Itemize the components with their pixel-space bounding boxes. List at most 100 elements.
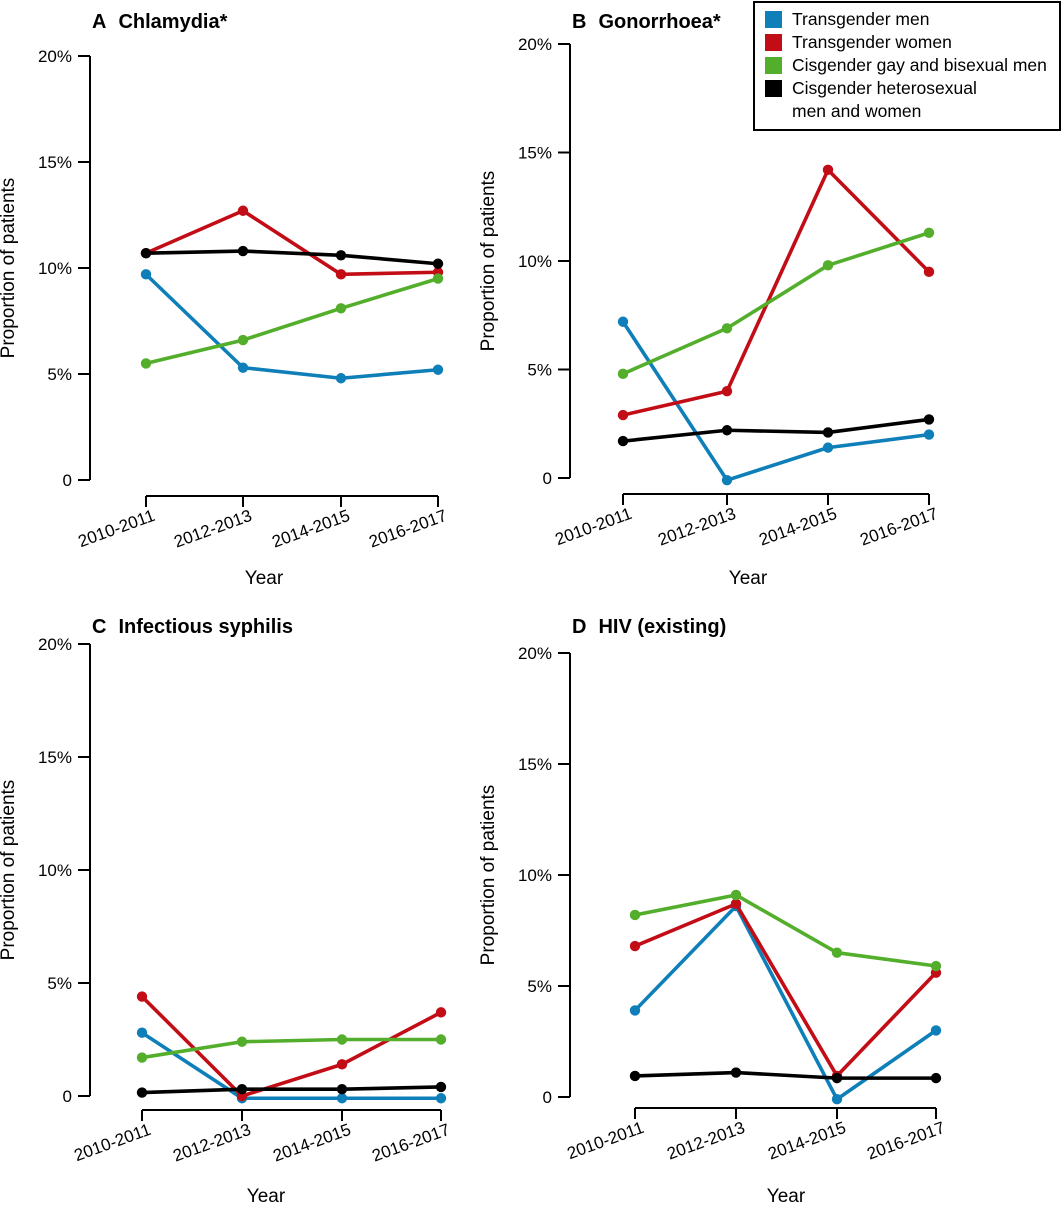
panel-d-x-tick-label: 2014-2015	[765, 1118, 848, 1164]
panel-c-y-tick-label: 20%	[38, 635, 72, 654]
panel-b-line-transgender-men	[621, 319, 931, 482]
panel-d-title: D HIV (existing)	[572, 616, 726, 638]
panel-d-point-cisgender-heterosexual-men-and-women-3	[930, 1072, 942, 1084]
legend-swatch-transgender-men	[765, 11, 782, 28]
panel-c-y-tick-label: 10%	[38, 861, 72, 880]
panel-a-line-transgender-women	[144, 208, 440, 277]
panel-a-x-tick-label: 2016-2017	[366, 506, 449, 552]
panel-b-y-tick-label: 0	[543, 469, 552, 488]
panel-a-x-tick-label: 2012-2013	[171, 506, 254, 552]
panel-d-y-tick-label: 15%	[518, 755, 552, 774]
panel-b-y-tick-label: 20%	[518, 35, 552, 54]
panel-d-point-cisgender-gay-and-bisexual-men-1	[730, 889, 742, 901]
panel-b-x-tick-label: 2014-2015	[756, 504, 839, 550]
legend-label: Cisgender heterosexual men and women	[792, 77, 977, 123]
panel-b-point-cisgender-heterosexual-men-and-women-3	[923, 414, 935, 425]
panel-b-line-cisgender-heterosexual-men-and-women	[621, 417, 931, 443]
panel-c-point-transgender-men-2	[336, 1093, 348, 1104]
panel-b-point-cisgender-heterosexual-men-and-women-0	[617, 435, 629, 447]
panel-c-x-tick-label: 2012-2013	[170, 1120, 253, 1166]
panel-c-x-tick-label: 2010-2011	[72, 1120, 154, 1165]
panel-a-x-tick-label: 2014-2015	[269, 506, 352, 552]
panel-d-point-transgender-men-3	[930, 1025, 942, 1036]
panel-a-point-cisgender-heterosexual-men-and-women-2	[335, 250, 347, 261]
panel-d-point-cisgender-gay-and-bisexual-men-3	[930, 960, 942, 972]
panel-c: C Infectious syphilis 20% 15% 10% 5% 02010-201…	[0, 616, 452, 1207]
panel-d-point-transgender-men-0	[629, 1005, 641, 1016]
panel-d-y-tick-label: 0	[543, 1088, 552, 1107]
panel-b-x-axis-label: Year	[729, 568, 768, 589]
panel-a-point-transgender-men-0	[140, 269, 152, 280]
panel-a-y-tick-label: 20%	[38, 47, 72, 66]
panel-a-point-cisgender-gay-and-bisexual-men-3	[432, 273, 444, 284]
panel-b-line-transgender-women	[621, 168, 931, 417]
legend-swatch-cisgender-gay-bisexual-men	[765, 57, 782, 74]
panel-d-x-tick-label: 2012-2013	[664, 1118, 747, 1164]
panel-c-point-transgender-men-3	[435, 1093, 447, 1104]
panel-b-point-transgender-men-0	[617, 316, 629, 327]
panel-b-point-cisgender-heterosexual-men-and-women-2	[822, 427, 834, 438]
panel-d-point-cisgender-heterosexual-men-and-women-1	[730, 1067, 742, 1078]
panel-a-x-tick-label: 2010-2011	[76, 506, 158, 551]
panel-c-point-cisgender-heterosexual-men-and-women-3	[435, 1081, 447, 1093]
panel-d-x-tick-label: 2016-2017	[864, 1118, 947, 1164]
panel-d-line-cisgender-gay-and-bisexual-men	[633, 893, 938, 968]
panel-c-title: C Infectious syphilis	[92, 616, 293, 638]
panel-c-point-cisgender-gay-and-bisexual-men-0	[136, 1052, 148, 1063]
panel-d-x-axis-label: Year	[767, 1186, 806, 1207]
panel-c-line-transgender-men	[140, 1030, 443, 1101]
panel-c-point-cisgender-heterosexual-men-and-women-2	[336, 1084, 348, 1095]
legend-box: Transgender men Transgender women Cisgen…	[753, 1, 1061, 131]
panel-a-point-cisgender-heterosexual-men-and-women-1	[237, 245, 249, 257]
panel-d-y-tick-label: 10%	[518, 866, 552, 885]
panel-d-line-cisgender-heterosexual-men-and-women	[633, 1070, 938, 1080]
panel-b-point-transgender-women-3	[923, 266, 935, 278]
panel-d: D HIV (existing) 20% 15% 10% 5% 0 2010-2011 2012…	[478, 616, 947, 1207]
panel-c-point-cisgender-heterosexual-men-and-women-1	[236, 1084, 248, 1095]
panel-c-y-tick-label: 15%	[38, 748, 72, 767]
legend-swatch-transgender-women	[765, 34, 782, 51]
panel-b-point-transgender-men-1	[721, 474, 733, 486]
panel-b-point-cisgender-gay-and-bisexual-men-3	[923, 227, 935, 238]
panel-c-y-tick-label: 0	[63, 1087, 72, 1106]
panel-b-point-transgender-men-3	[923, 429, 935, 440]
panel-a-point-transgender-men-3	[432, 364, 444, 375]
panel-c-x-tick-label: 2014-2015	[270, 1120, 353, 1166]
legend-item-cisgender-gay-bisexual-men: Cisgender gay and bisexual men	[765, 54, 1051, 77]
panel-a-point-cisgender-gay-and-bisexual-men-0	[140, 358, 152, 369]
panel-a-point-cisgender-gay-and-bisexual-men-2	[335, 303, 347, 314]
panel-a-title: A Chlamydia*	[92, 11, 228, 33]
panel-d-point-transgender-women-1	[730, 898, 742, 910]
panel-c-line-cisgender-gay-and-bisexual-men	[140, 1037, 443, 1060]
panel-d-y-tick-label: 20%	[518, 644, 552, 663]
panel-b-y-tick-label: 10%	[518, 252, 552, 271]
panel-b-y-axis-label: Proportion of patients	[478, 171, 499, 352]
panel-b-point-cisgender-gay-and-bisexual-men-2	[822, 260, 834, 271]
panel-b-point-transgender-women-2	[822, 164, 834, 176]
panel-a-y-axis-label: Proportion of patients	[0, 178, 19, 359]
panel-c-y-tick-label: 5%	[47, 974, 72, 993]
panel-c-point-transgender-women-3	[435, 1007, 447, 1018]
panel-c-point-cisgender-gay-and-bisexual-men-2	[336, 1034, 348, 1045]
panel-d-point-transgender-men-2	[831, 1094, 843, 1105]
panel-c-point-cisgender-gay-and-bisexual-men-3	[435, 1034, 447, 1045]
panel-a-point-cisgender-gay-and-bisexual-men-1	[237, 334, 249, 346]
legend-swatch-cisgender-heterosexual	[765, 80, 782, 97]
panel-d-line-transgender-women	[633, 902, 938, 1078]
legend-label: Transgender women	[792, 32, 952, 52]
legend-label-line1: Cisgender heterosexual	[792, 78, 977, 98]
panel-d-y-tick-label: 5%	[527, 977, 552, 996]
panel-b-point-transgender-men-2	[822, 442, 834, 453]
panel-d-point-cisgender-gay-and-bisexual-men-2	[831, 947, 843, 958]
panel-d-point-cisgender-heterosexual-men-and-women-0	[629, 1070, 641, 1082]
panel-a-x-axis-label: Year	[245, 568, 284, 589]
legend-label-line2: men and women	[792, 101, 922, 121]
panel-c-point-cisgender-heterosexual-men-and-women-0	[136, 1087, 148, 1098]
panel-b-point-cisgender-heterosexual-men-and-women-1	[721, 425, 733, 436]
panel-b-point-transgender-women-1	[721, 386, 733, 397]
panel-c-point-transgender-men-0	[136, 1027, 148, 1038]
panel-c-x-axis-label: Year	[247, 1186, 286, 1207]
panel-a-line-transgender-men	[144, 272, 440, 381]
